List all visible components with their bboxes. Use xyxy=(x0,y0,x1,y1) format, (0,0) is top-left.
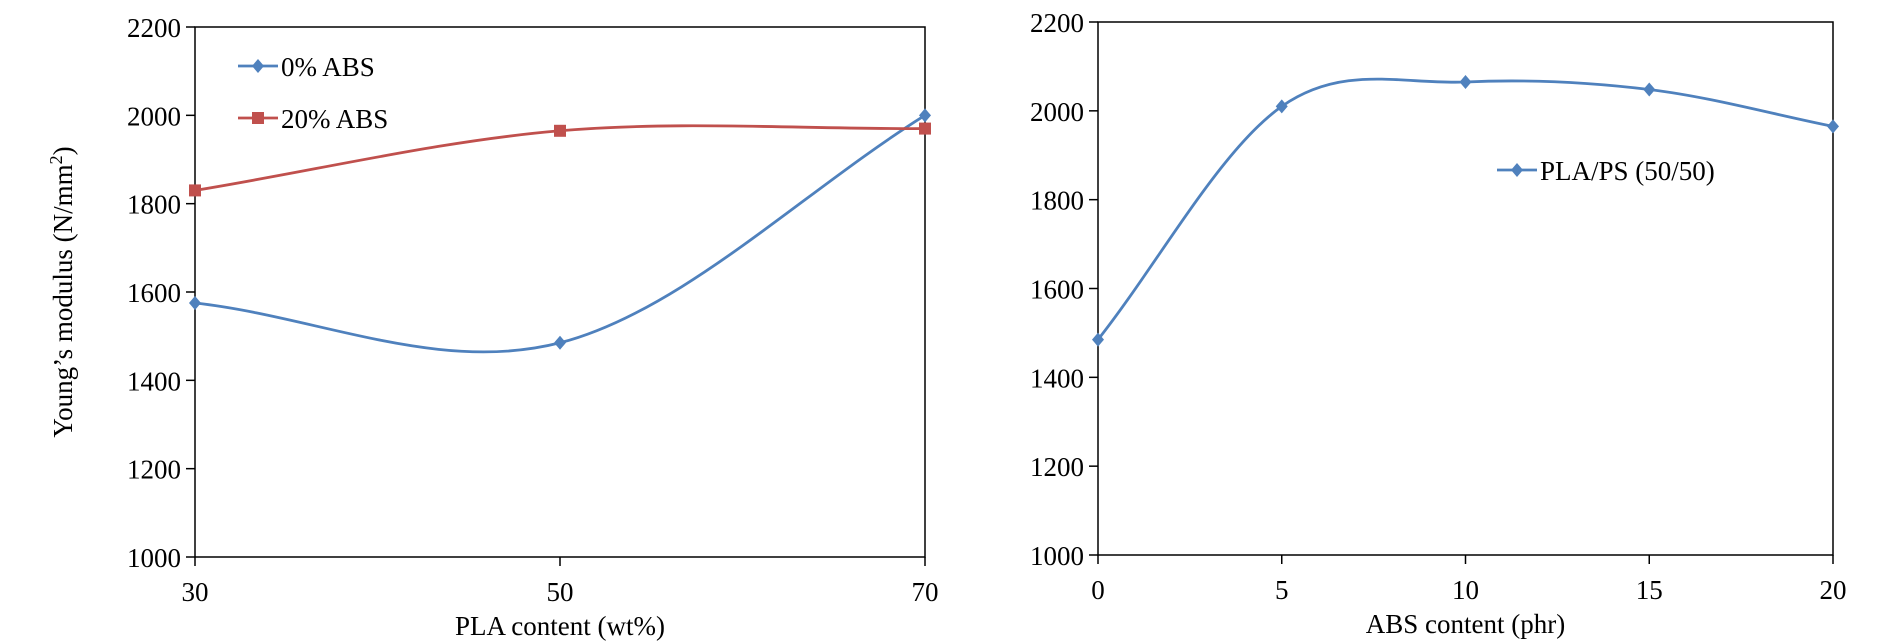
x-tick-label: 70 xyxy=(912,577,939,607)
data-point xyxy=(1275,99,1288,114)
y-tick-label: 1200 xyxy=(127,455,181,485)
data-point xyxy=(189,184,201,197)
y-tick-label: 1000 xyxy=(127,543,181,573)
x-tick-label: 15 xyxy=(1636,575,1663,605)
y-tick-label: 2200 xyxy=(127,13,181,43)
series-line xyxy=(194,114,926,354)
data-point xyxy=(919,122,931,135)
y-tick-label: 2200 xyxy=(1030,8,1084,38)
x-tick-label: 0 xyxy=(1091,575,1105,605)
x-tick-label: 5 xyxy=(1275,575,1289,605)
data-point xyxy=(1459,74,1472,89)
y-axis-label-main: Young’s modulus (N/mm xyxy=(48,164,78,437)
legend-label: 20% ABS xyxy=(281,104,388,134)
chart-left: 1000 1200 1400 1600 1800 2000 2200 30 50 70 PLA co… xyxy=(46,13,939,641)
series-line xyxy=(1096,77,1834,341)
x-axis-label: ABS content (phr) xyxy=(1366,609,1565,639)
legend-label: PLA/PS (50/50) xyxy=(1540,156,1715,186)
x-tick-label: 20 xyxy=(1820,575,1847,605)
legend-label: 0% ABS xyxy=(281,52,375,82)
y-tick-label: 1400 xyxy=(127,366,181,396)
x-tick-label: 10 xyxy=(1452,575,1479,605)
y-axis-label: Young’s modulus (N/mm2) xyxy=(46,146,78,437)
y-axis-label-superscript: 2 xyxy=(46,155,66,164)
x-axis-label: PLA content (wt%) xyxy=(455,611,665,641)
y-tick-label: 1800 xyxy=(1030,186,1084,216)
y-tick-label: 1400 xyxy=(1030,363,1084,393)
data-point xyxy=(189,296,201,311)
data-point xyxy=(554,124,566,137)
y-tick-label: 2000 xyxy=(1030,97,1084,127)
data-point xyxy=(1092,332,1104,347)
data-point xyxy=(919,108,931,123)
y-tick-label: 1800 xyxy=(127,190,181,220)
legend-marker xyxy=(1511,163,1523,177)
data-point xyxy=(1643,82,1656,97)
y-axis-label-end: ) xyxy=(48,146,78,155)
data-point xyxy=(1827,119,1839,134)
data-point xyxy=(554,335,566,350)
legend-marker xyxy=(252,59,264,73)
chart-right: 1000 1200 1400 1600 1800 2000 2200 0 5 10 15 20 ABS … xyxy=(1030,8,1847,639)
y-tick-label: 1600 xyxy=(127,278,181,308)
y-tick-label: 1200 xyxy=(1030,452,1084,482)
x-tick-label: 50 xyxy=(547,577,574,607)
y-tick-label: 1600 xyxy=(1030,275,1084,305)
y-tick-label: 1000 xyxy=(1030,541,1084,571)
x-tick-label: 30 xyxy=(182,577,209,607)
y-tick-label: 2000 xyxy=(127,101,181,131)
legend-marker xyxy=(252,112,264,124)
